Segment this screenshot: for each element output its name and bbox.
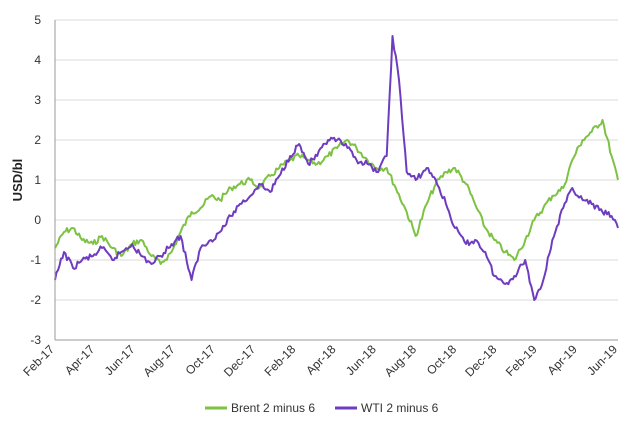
series-line-wti	[54, 35, 619, 301]
y-tick-label: 5	[34, 13, 41, 27]
y-axis-label: USD/bl	[10, 159, 25, 202]
y-tick-label: 0	[34, 213, 41, 227]
x-tick-label: Dec-17	[221, 342, 258, 379]
x-tick-label: Oct-17	[183, 342, 219, 378]
x-tick-label: Apr-18	[303, 342, 339, 378]
y-tick-label: 3	[34, 93, 41, 107]
x-tick-label: Oct-18	[424, 342, 460, 378]
series-line-brent	[54, 119, 619, 265]
y-tick-label: -3	[30, 333, 41, 347]
y-tick-label: -1	[30, 253, 41, 267]
y-tick-label: -2	[30, 293, 41, 307]
x-tick-label: Aug-17	[140, 342, 177, 379]
legend: Brent 2 minus 6 WTI 2 minus 6	[205, 401, 439, 415]
x-tick-label: Aug-18	[382, 342, 419, 379]
x-tick-label: Dec-18	[462, 342, 499, 379]
x-tick-label: Apr-19	[545, 342, 581, 378]
x-tick-label: Apr-17	[62, 342, 98, 378]
y-tick-label: 4	[34, 53, 41, 67]
series-lines	[54, 35, 619, 301]
x-tick-label: Jun-19	[584, 342, 620, 378]
x-tick-label: Feb-18	[262, 342, 299, 379]
legend-label: WTI 2 minus 6	[361, 401, 439, 415]
y-tick-label: 1	[34, 173, 41, 187]
x-tick-label: Jun-18	[343, 342, 379, 378]
y-tick-label: 2	[34, 133, 41, 147]
x-tick-label: Jun-17	[102, 342, 138, 378]
x-tick-label: Feb-19	[503, 342, 540, 379]
x-tick-label: Feb-17	[20, 342, 57, 379]
legend-label: Brent 2 minus 6	[231, 401, 315, 415]
gridlines	[55, 19, 618, 301]
y-tick-labels: 5 4 3 2 1 0 -1 -2 -3	[30, 13, 41, 347]
x-tick-labels: Feb-17 Apr-17 Jun-17 Aug-17 Oct-17 Dec-17 Feb-…	[20, 342, 620, 379]
